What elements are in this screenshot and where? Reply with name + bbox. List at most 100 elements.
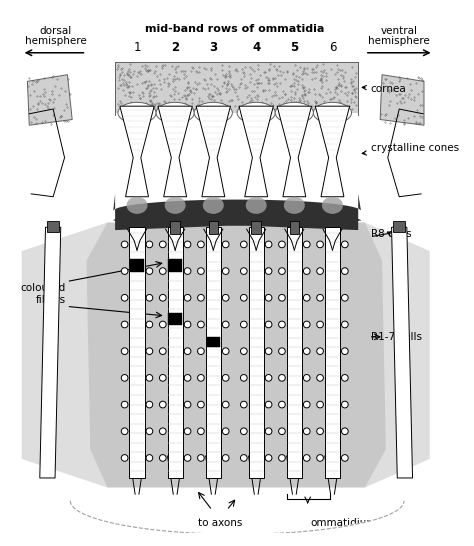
Text: hemisphere: hemisphere — [368, 35, 430, 46]
Circle shape — [198, 455, 204, 461]
Circle shape — [146, 375, 153, 381]
Circle shape — [317, 268, 323, 275]
Polygon shape — [40, 227, 61, 478]
Circle shape — [159, 241, 166, 248]
Bar — [393, 221, 405, 232]
Circle shape — [303, 268, 310, 275]
Ellipse shape — [275, 102, 313, 123]
Circle shape — [121, 428, 128, 435]
Circle shape — [265, 455, 272, 461]
Ellipse shape — [127, 197, 147, 214]
Polygon shape — [196, 106, 230, 197]
Circle shape — [265, 241, 272, 248]
Circle shape — [342, 294, 348, 301]
Circle shape — [240, 455, 247, 461]
Circle shape — [146, 241, 153, 248]
Circle shape — [222, 321, 229, 328]
Text: dorsal: dorsal — [40, 26, 72, 36]
Circle shape — [184, 294, 191, 301]
Bar — [170, 221, 180, 234]
Circle shape — [265, 321, 272, 328]
Ellipse shape — [194, 102, 232, 123]
Bar — [129, 227, 145, 478]
Circle shape — [317, 401, 323, 408]
Text: R1-7 cells: R1-7 cells — [371, 332, 421, 342]
Text: to axons: to axons — [198, 518, 242, 528]
Polygon shape — [365, 222, 430, 488]
Circle shape — [240, 321, 247, 328]
Bar — [47, 221, 59, 232]
Circle shape — [159, 348, 166, 354]
Circle shape — [198, 348, 204, 354]
Circle shape — [303, 455, 310, 461]
Circle shape — [222, 241, 229, 248]
Circle shape — [265, 375, 272, 381]
Circle shape — [121, 455, 128, 461]
Circle shape — [146, 294, 153, 301]
Text: R8 cells: R8 cells — [371, 229, 411, 239]
Circle shape — [222, 348, 229, 354]
Circle shape — [198, 268, 204, 275]
Circle shape — [279, 241, 285, 248]
Circle shape — [159, 294, 166, 301]
Circle shape — [159, 375, 166, 381]
Circle shape — [303, 321, 310, 328]
Circle shape — [265, 294, 272, 301]
Circle shape — [121, 241, 128, 248]
Circle shape — [317, 294, 323, 301]
Circle shape — [184, 241, 191, 248]
Polygon shape — [277, 106, 311, 197]
Circle shape — [198, 375, 204, 381]
Circle shape — [222, 428, 229, 435]
Bar — [290, 221, 299, 234]
Circle shape — [198, 321, 204, 328]
Ellipse shape — [322, 197, 343, 214]
Circle shape — [184, 321, 191, 328]
Ellipse shape — [156, 102, 194, 123]
Text: cornea: cornea — [362, 84, 406, 94]
Circle shape — [159, 428, 166, 435]
Circle shape — [265, 428, 272, 435]
Circle shape — [159, 321, 166, 328]
Circle shape — [121, 375, 128, 381]
Bar — [168, 259, 182, 272]
Circle shape — [240, 241, 247, 248]
Circle shape — [342, 241, 348, 248]
Bar — [248, 227, 264, 478]
Circle shape — [121, 294, 128, 301]
Text: 2: 2 — [171, 41, 179, 55]
Text: ommatidium: ommatidium — [310, 518, 377, 528]
Circle shape — [240, 401, 247, 408]
Circle shape — [303, 241, 310, 248]
Polygon shape — [120, 106, 154, 197]
Circle shape — [198, 294, 204, 301]
Circle shape — [121, 321, 128, 328]
Bar — [251, 221, 261, 234]
Circle shape — [342, 348, 348, 354]
Bar — [287, 227, 302, 478]
Text: crystalline cones: crystalline cones — [362, 143, 459, 155]
Circle shape — [342, 321, 348, 328]
Text: coloured
filters: coloured filters — [20, 283, 65, 305]
Circle shape — [146, 428, 153, 435]
Ellipse shape — [164, 197, 186, 214]
Ellipse shape — [284, 197, 305, 214]
Ellipse shape — [246, 197, 267, 214]
Circle shape — [279, 294, 285, 301]
Circle shape — [222, 268, 229, 275]
Polygon shape — [0, 501, 453, 534]
Circle shape — [146, 401, 153, 408]
Text: mid-band rows of ommatidia: mid-band rows of ommatidia — [145, 24, 324, 34]
Polygon shape — [158, 106, 192, 197]
Circle shape — [240, 428, 247, 435]
Polygon shape — [113, 194, 361, 230]
Bar — [115, 62, 358, 113]
Circle shape — [342, 375, 348, 381]
Circle shape — [222, 401, 229, 408]
Circle shape — [198, 428, 204, 435]
Circle shape — [121, 268, 128, 275]
Circle shape — [317, 455, 323, 461]
Polygon shape — [392, 227, 412, 478]
Circle shape — [279, 401, 285, 408]
Circle shape — [265, 268, 272, 275]
